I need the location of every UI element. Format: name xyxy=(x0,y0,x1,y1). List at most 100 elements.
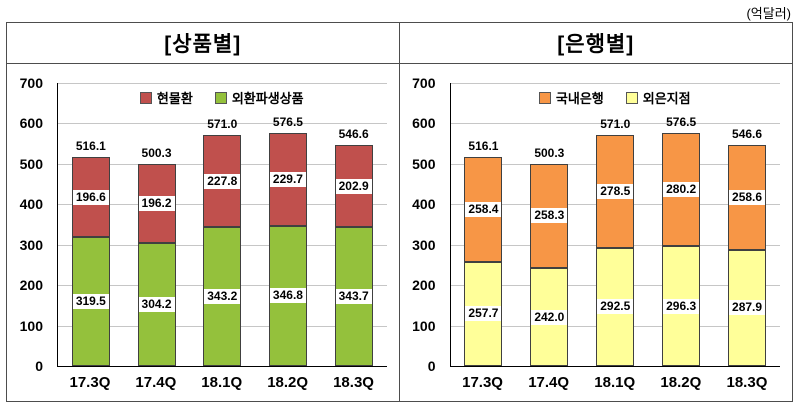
y-tick-label: 400 xyxy=(19,196,43,213)
y-tick-label: 500 xyxy=(19,155,43,172)
total-value-label: 576.5 xyxy=(666,114,697,129)
stacked-bar-chart-by-product: 현물환 외환파생상품 0 100 200 300 400 500 600 700 319.5 19… xyxy=(7,64,399,401)
bar-segment: 258.6 xyxy=(728,145,767,250)
legend-item: 외환파생상품 xyxy=(212,88,306,107)
bar-segment: 242.0 xyxy=(530,268,569,366)
y-tick-label: 300 xyxy=(412,236,436,253)
bar-segment: 343.2 xyxy=(203,227,242,366)
segment-value-label: 280.2 xyxy=(663,182,700,198)
segment-value-label: 196.2 xyxy=(138,195,175,211)
x-category-label: 18.1Q xyxy=(201,374,243,391)
segment-value-label: 343.7 xyxy=(335,289,372,305)
x-axis: 17.3Q 17.4Q 18.1Q 18.2Q 18.3Q xyxy=(450,374,781,394)
bar-slot: 257.7 258.4 516.1 xyxy=(451,83,517,366)
plot-area: 257.7 258.4 516.1 242.0 258.3 500.3 292.5 278.5… xyxy=(449,83,780,367)
bar-segment: 202.9 xyxy=(334,145,373,228)
segment-value-label: 258.4 xyxy=(465,202,502,218)
legend-item: 국내은행 xyxy=(536,88,606,107)
chart-legend: 현물환 외환파생상품 xyxy=(57,88,387,107)
bar-segment: 257.7 xyxy=(464,261,503,366)
total-value-label: 546.6 xyxy=(732,127,763,142)
total-value-label: 576.5 xyxy=(272,114,303,129)
bar-slot: 319.5 196.6 516.1 xyxy=(58,83,124,366)
bar-segment: 280.2 xyxy=(662,132,701,247)
x-category-label: 18.3Q xyxy=(333,374,374,391)
legend-item: 현물환 xyxy=(137,88,195,107)
x-category-label: 17.3Q xyxy=(69,374,111,391)
stacked-bar: 287.9 258.6 xyxy=(728,145,767,366)
bar-segment: 258.4 xyxy=(464,157,503,262)
segment-value-label: 278.5 xyxy=(597,183,634,199)
bar-segment: 304.2 xyxy=(137,243,176,366)
segment-value-label: 304.2 xyxy=(138,297,175,313)
legend-swatch-icon xyxy=(139,91,152,104)
y-tick-label: 400 xyxy=(412,196,436,213)
legend-swatch-icon xyxy=(625,91,638,104)
legend-label: 국내은행 xyxy=(555,91,604,106)
segment-value-label: 196.6 xyxy=(72,189,109,205)
segment-value-label: 296.3 xyxy=(663,298,700,314)
stacked-bar: 304.2 196.2 xyxy=(137,163,176,366)
x-category-label: 18.1Q xyxy=(594,374,636,391)
total-value-label: 571.0 xyxy=(600,117,631,132)
x-category-label: 17.3Q xyxy=(462,374,503,391)
x-axis: 17.3Q 17.4Q 18.1Q 18.2Q 18.3Q xyxy=(57,374,387,394)
bar-slot: 287.9 258.6 546.6 xyxy=(714,83,780,366)
legend-label: 현물환 xyxy=(156,91,193,106)
segment-value-label: 227.8 xyxy=(204,173,241,189)
legend-swatch-icon xyxy=(214,91,227,104)
y-tick-label: 500 xyxy=(412,155,436,172)
y-tick-label: 600 xyxy=(19,115,43,132)
bar-segment: 278.5 xyxy=(596,135,635,248)
bar-segment: 196.2 xyxy=(137,163,176,244)
legend-label: 외환파생상품 xyxy=(231,91,304,106)
gridline xyxy=(58,123,387,125)
legend-label: 외은지점 xyxy=(642,91,691,106)
y-tick-label: 100 xyxy=(412,317,436,334)
x-category-label: 17.4Q xyxy=(135,374,177,391)
stacked-bar-chart-by-bank: 국내은행 외은지점 0 100 200 300 400 500 600 700 257.7 258… xyxy=(400,64,793,401)
segment-value-label: 343.2 xyxy=(204,289,241,305)
total-value-label: 571.0 xyxy=(207,117,238,132)
gridline xyxy=(450,83,780,84)
segment-value-label: 229.7 xyxy=(269,171,306,187)
bar-segment: 287.9 xyxy=(728,249,767,366)
stacked-bar: 343.2 227.8 xyxy=(203,135,242,366)
plot-area: 319.5 196.6 516.1 304.2 196.2 500.3 343.2 227.8… xyxy=(57,83,387,367)
bar-slot: 292.5 278.5 571.0 xyxy=(582,83,648,366)
total-value-label: 516.1 xyxy=(75,139,106,154)
bar-segment: 343.7 xyxy=(334,227,373,366)
segment-value-label: 258.6 xyxy=(729,189,766,205)
y-tick-label: 600 xyxy=(412,115,436,132)
y-tick-label: 100 xyxy=(19,317,43,334)
x-category-label: 18.3Q xyxy=(726,374,768,391)
y-axis: 0 100 200 300 400 500 600 700 xyxy=(7,75,51,374)
y-tick-label: 700 xyxy=(19,75,43,91)
segment-value-label: 258.3 xyxy=(531,208,568,224)
chart-legend: 국내은행 외은지점 xyxy=(450,88,781,107)
total-value-label: 500.3 xyxy=(534,145,565,160)
panel-by-bank: [은행별] 국내은행 외은지점 0 100 200 300 400 500 600 700 25… xyxy=(399,23,793,401)
bar-segment: 296.3 xyxy=(662,246,701,366)
total-value-label: 546.6 xyxy=(338,127,369,142)
bar-slot: 242.0 258.3 500.3 xyxy=(516,83,582,366)
stacked-bar: 343.7 202.9 xyxy=(334,145,373,366)
y-tick-label: 0 xyxy=(35,358,43,374)
bar-segment: 196.6 xyxy=(71,157,110,237)
segment-value-label: 257.7 xyxy=(465,306,502,322)
y-axis: 0 100 200 300 400 500 600 700 xyxy=(400,75,444,374)
panel-title-by-product: [상품별] xyxy=(7,23,399,64)
y-tick-label: 700 xyxy=(412,75,436,91)
x-category-label: 18.2Q xyxy=(267,374,309,391)
segment-value-label: 346.8 xyxy=(269,288,306,304)
bar-segment: 258.3 xyxy=(530,163,569,269)
bar-slot: 343.2 227.8 571.0 xyxy=(189,83,255,366)
bar-segment: 319.5 xyxy=(71,236,110,366)
y-tick-label: 300 xyxy=(19,236,43,253)
gridline xyxy=(450,123,780,125)
segment-value-label: 319.5 xyxy=(72,293,109,309)
y-tick-label: 200 xyxy=(412,277,436,294)
bar-slot: 304.2 196.2 500.3 xyxy=(124,83,190,366)
stacked-bar: 292.5 278.5 xyxy=(596,135,635,366)
